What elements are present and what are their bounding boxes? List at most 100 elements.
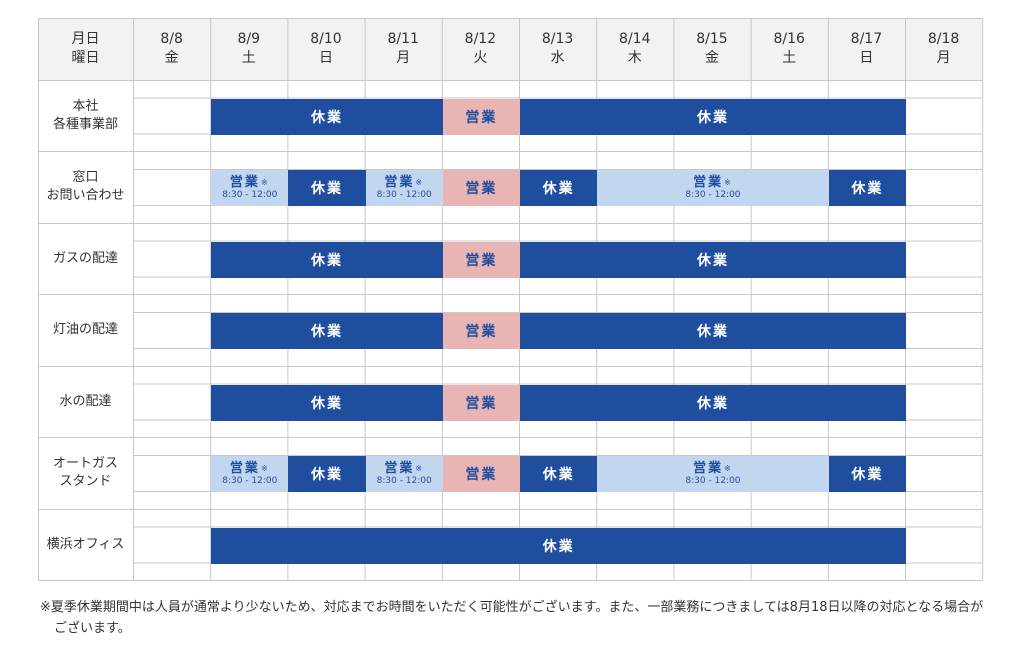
- header-weekday: 水: [550, 50, 565, 66]
- status-text: 休業: [310, 324, 343, 340]
- row-label-text: オートガス: [52, 456, 118, 471]
- status-text: 営業: [465, 395, 498, 412]
- note-mark: ※: [260, 178, 270, 187]
- status-text: 営業※: [384, 175, 425, 190]
- row-label-text: ガスの配達: [52, 250, 118, 266]
- footnote: ※夏季休業期間中は人員が通常より少ないため、対応までお時間をいただく可能性がござ…: [40, 600, 984, 636]
- header-weekday: 木: [627, 50, 642, 66]
- status-bar-partial: 営業※ 8:30 - 12:00: [597, 170, 829, 206]
- status-text: 営業: [465, 181, 498, 197]
- status-bar-open: 営業: [442, 170, 520, 206]
- status-bar-closed: 休業: [520, 170, 598, 206]
- status-text: 営業※: [693, 175, 733, 190]
- header-day: 8/13 水: [519, 18, 596, 80]
- row-label: 灯油の配達: [38, 294, 133, 366]
- header-weekday: 土: [241, 50, 256, 66]
- row-label-text: スタンド: [59, 474, 112, 489]
- status-text: 休業: [851, 181, 884, 197]
- header-date: 8/10: [310, 31, 342, 47]
- status-bar-open: 営業: [442, 456, 520, 492]
- status-bar-closed: 休業: [211, 241, 443, 278]
- header-date: 8/8: [160, 31, 183, 47]
- status-bar-open: 営業: [442, 241, 520, 278]
- header-label-text: 月日: [71, 31, 100, 47]
- status-bar-closed: 休業: [520, 456, 598, 492]
- header-date: 8/16: [773, 31, 805, 47]
- header-day: 8/9 土: [210, 18, 287, 80]
- header-background: [38, 18, 983, 80]
- status-bar-closed: 休業: [520, 241, 906, 278]
- note-mark: ※: [415, 178, 425, 187]
- status-bar-closed: 休業: [520, 384, 906, 421]
- status-text: 休業: [697, 324, 729, 340]
- status-text: 休業: [697, 109, 729, 126]
- header-day: 8/8 金: [133, 18, 210, 80]
- business-hours: 8:30 - 12:00: [685, 476, 741, 486]
- status-bar-partial: 営業※ 8:30 - 12:00: [211, 456, 289, 492]
- row-label-text: 灯油の配達: [52, 322, 118, 337]
- row-label-text: 窓口: [72, 170, 99, 185]
- status-text: 営業※: [229, 461, 270, 476]
- header-weekday: 日: [318, 50, 333, 66]
- status-bar-closed: 休業: [828, 170, 906, 206]
- status-bar-closed: 休業: [211, 313, 443, 349]
- status-text: 休業: [310, 467, 343, 483]
- status-bar-closed: 休業: [828, 456, 906, 492]
- status-text: 休業: [310, 395, 343, 412]
- header-day: 8/16 土: [751, 18, 828, 80]
- status-bar-open: 営業: [442, 98, 520, 135]
- header-day: 8/18 月: [905, 18, 982, 80]
- row-label-text: 横浜オフィス: [46, 536, 125, 552]
- business-hours: 8:30 - 12:00: [376, 190, 432, 200]
- status-text: 営業※: [384, 461, 425, 476]
- status-text: 営業※: [693, 461, 733, 476]
- status-text: 休業: [310, 252, 343, 269]
- header-day: 8/17 日: [828, 18, 905, 80]
- status-bar-closed: 休業: [211, 527, 906, 564]
- header-weekday: 金: [704, 50, 719, 66]
- status-bar-closed: 休業: [288, 170, 366, 206]
- header-weekday: 土: [782, 50, 797, 66]
- status-text: 休業: [310, 109, 343, 126]
- header-day: 8/10 日: [287, 18, 364, 80]
- header-weekday: 月: [936, 50, 951, 66]
- row-label: 本社 各種事業部: [38, 80, 133, 151]
- header-date: 8/17: [850, 31, 883, 47]
- header-date: 8/15: [696, 31, 728, 47]
- status-bar-closed: 休業: [288, 456, 366, 492]
- status-bar-partial: 営業※ 8:30 - 12:00: [211, 170, 289, 206]
- status-bar-partial: 営業※ 8:30 - 12:00: [365, 456, 443, 492]
- note-mark: ※: [260, 464, 270, 473]
- status-bar-closed: 休業: [211, 98, 443, 135]
- status-bar-partial: 営業※ 8:30 - 12:00: [365, 170, 443, 206]
- row-label-text: 本社: [72, 98, 99, 114]
- header-day: 8/15 金: [673, 18, 750, 80]
- note-mark: ※: [415, 464, 425, 473]
- header-weekday: 月: [396, 50, 411, 66]
- row-label-text: 各種事業部: [52, 116, 118, 132]
- business-hours: 8:30 - 12:00: [222, 476, 278, 486]
- status-text: 営業: [465, 252, 498, 269]
- row-label: 水の配達: [38, 366, 133, 437]
- status-text: 休業: [310, 181, 343, 197]
- header-label-text: 曜日: [71, 50, 100, 66]
- header-date: 8/12: [464, 31, 497, 47]
- header-label: 月日 曜日: [38, 18, 133, 80]
- status-text: 営業※: [229, 175, 270, 190]
- note-mark: ※: [724, 464, 733, 473]
- status-bar-open: 営業: [442, 313, 520, 349]
- header-weekday: 金: [164, 50, 179, 66]
- status-text: 営業: [465, 467, 498, 483]
- header-day: 8/12 火: [442, 18, 519, 80]
- status-bar-open: 営業: [442, 384, 520, 421]
- status-text: 休業: [697, 395, 729, 412]
- status-text: 休業: [542, 181, 575, 197]
- header-date: 8/9: [237, 31, 261, 47]
- header-date: 8/11: [387, 31, 419, 47]
- status-text: 営業: [465, 109, 498, 126]
- status-bar-closed: 休業: [520, 98, 906, 135]
- business-hours: 8:30 - 12:00: [685, 190, 741, 200]
- row-label: 窓口 お問い合わせ: [38, 151, 133, 223]
- row-label-text: 水の配達: [59, 393, 112, 409]
- status-bar-closed: 休業: [211, 384, 443, 421]
